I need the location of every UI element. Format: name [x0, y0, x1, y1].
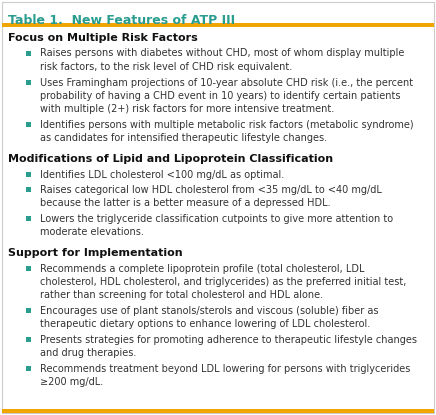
Text: Raises persons with diabetes without CHD, most of whom display multiple
risk fac: Raises persons with diabetes without CHD… — [40, 49, 404, 72]
Text: Modifications of Lipid and Lipoprotein Classification: Modifications of Lipid and Lipoprotein C… — [8, 154, 333, 164]
Text: Raises categorical low HDL cholesterol from <35 mg/dL to <40 mg/dL
because the l: Raises categorical low HDL cholesterol f… — [40, 185, 382, 208]
Bar — [25, 337, 31, 342]
Bar — [25, 266, 31, 271]
Text: Recommends treatment beyond LDL lowering for persons with triglycerides
≥200 mg/: Recommends treatment beyond LDL lowering… — [40, 364, 410, 387]
Bar — [25, 216, 31, 221]
Bar — [2, 409, 434, 413]
Text: Lowers the triglyceride classification cutpoints to give more attention to
moder: Lowers the triglyceride classification c… — [40, 214, 393, 237]
Bar — [25, 122, 31, 127]
Bar — [25, 308, 31, 313]
Text: Uses Framingham projections of 10-year absolute CHD risk (i.e., the percent
prob: Uses Framingham projections of 10-year a… — [40, 78, 413, 114]
Text: Table 1.  New Features of ATP III: Table 1. New Features of ATP III — [8, 14, 235, 27]
Text: Focus on Multiple Risk Factors: Focus on Multiple Risk Factors — [8, 33, 198, 43]
Text: Recommends a complete lipoprotein profile (total cholesterol, LDL
cholesterol, H: Recommends a complete lipoprotein profil… — [40, 264, 406, 300]
Bar — [25, 366, 31, 371]
Bar — [2, 23, 434, 27]
Bar — [25, 187, 31, 192]
Bar — [25, 80, 31, 85]
Text: Identifies persons with multiple metabolic risk factors (metabolic syndrome)
as : Identifies persons with multiple metabol… — [40, 120, 414, 143]
Text: Support for Implementation: Support for Implementation — [8, 248, 183, 258]
Text: Encourages use of plant stanols/sterols and viscous (soluble) fiber as
therapeut: Encourages use of plant stanols/sterols … — [40, 306, 378, 329]
Text: Presents strategies for promoting adherence to therapeutic lifestyle changes
and: Presents strategies for promoting adhere… — [40, 335, 417, 358]
Bar — [25, 172, 31, 177]
Text: Identifies LDL cholesterol <100 mg/dL as optimal.: Identifies LDL cholesterol <100 mg/dL as… — [40, 169, 284, 180]
Bar — [25, 51, 31, 56]
